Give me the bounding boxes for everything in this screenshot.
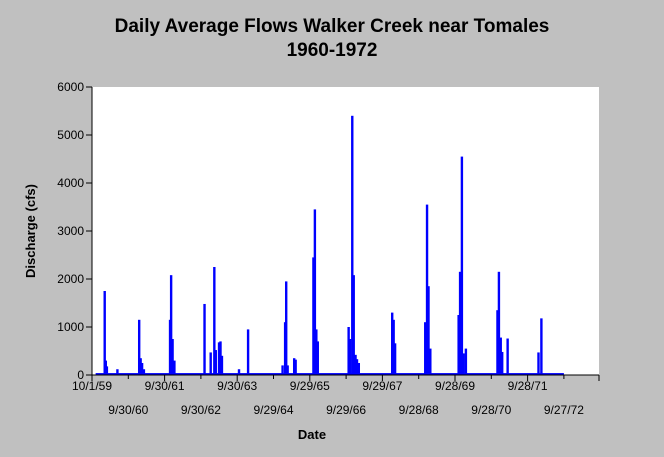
flow-bar [354,354,357,375]
flow-bar [500,351,504,375]
flow-bar [246,329,250,375]
flow-bar [294,359,297,375]
y-tick-label: 6000 [57,80,84,94]
x-axis-title: Date [298,427,326,442]
x-tick-label: 10/1/59 [72,379,112,393]
flow-bar [425,204,429,375]
flow-bar [142,369,146,375]
flow-bar [537,352,540,375]
flow-bar [219,341,222,375]
x-tick-label: 9/30/60 [108,403,148,417]
x-tick-label: 9/28/70 [471,403,511,417]
flow-bar [171,339,174,375]
x-tick-label: 9/30/63 [217,379,257,393]
flow-bar [103,291,106,375]
flow-bar [292,358,296,375]
x-tick-label: 9/28/69 [435,379,475,393]
flow-bar [214,350,217,375]
flow-bar [351,115,354,376]
flow-bar [213,267,216,375]
chart-title: Daily Average Flows Walker Creek near To… [114,16,550,37]
x-tick-label: 9/29/66 [326,403,366,417]
y-tick-label: 5000 [57,128,84,142]
bar-series [95,115,564,376]
flow-bar [424,322,427,375]
flow-bar [392,319,395,375]
flow-bar [285,281,288,375]
x-tick-label: 9/27/72 [544,403,584,417]
flow-bar [313,209,317,375]
flow-bar [429,348,432,375]
flow-bar [352,275,355,375]
flow-bar [393,343,397,375]
x-tick-label: 9/28/71 [508,379,548,393]
flow-bar [237,369,241,375]
flow-bar [281,365,284,375]
y-tick-label: 4000 [57,176,84,190]
flow-bar [140,363,144,375]
x-tick-label: 9/28/68 [399,403,439,417]
flow-bar [462,353,465,375]
flow-bar [315,329,318,375]
y-tick-label: 0 [77,368,84,382]
x-axis-ticks: 10/1/59 9/30/60 9/30/61 9/30/62 9/30/63 9/29/… [72,375,600,417]
flow-bar [116,369,119,375]
flow-bar [499,337,502,375]
flow-bar [457,315,460,375]
flow-bar [497,271,501,375]
flow-bar [312,257,315,375]
flow-bar [540,318,543,375]
flow-bar [347,327,350,375]
flow-bar [173,360,176,375]
flow-bar [458,271,462,375]
y-tick-label: 2000 [57,272,84,286]
flow-bar [427,286,430,375]
flow-bar [286,365,289,375]
flow-bar [464,348,468,375]
x-tick-label: 9/30/62 [181,403,221,417]
flow-bar [105,366,109,375]
flow-bar [217,342,221,375]
baseflow-band [95,373,564,375]
x-tick-label: 9/30/61 [145,379,185,393]
flow-bar [203,303,206,375]
flow-bar [460,156,464,375]
flow-bar [169,275,173,375]
chart-subtitle: 1960-1972 [286,40,378,61]
y-tick-label: 3000 [57,224,84,238]
flow-bar [348,339,352,375]
y-axis-title: Discharge (cfs) [23,184,38,278]
y-axis-ticks: 0 1000 2000 3000 4000 5000 6000 [57,80,92,382]
flow-bar [139,358,142,375]
y-tick-label: 1000 [57,320,84,334]
flow-bar [209,352,212,375]
flow-bar [357,363,361,375]
flow-bar [316,341,319,375]
flow-bar [220,355,224,375]
plot-area [92,87,599,375]
flow-bar [391,312,394,375]
x-tick-label: 9/29/65 [290,379,330,393]
x-tick-label: 9/29/64 [253,403,293,417]
flow-bar [355,359,359,375]
flow-bar [137,319,141,375]
flow-bar [496,310,499,375]
x-tick-label: 9/29/67 [362,379,402,393]
flow-bar [506,338,509,375]
